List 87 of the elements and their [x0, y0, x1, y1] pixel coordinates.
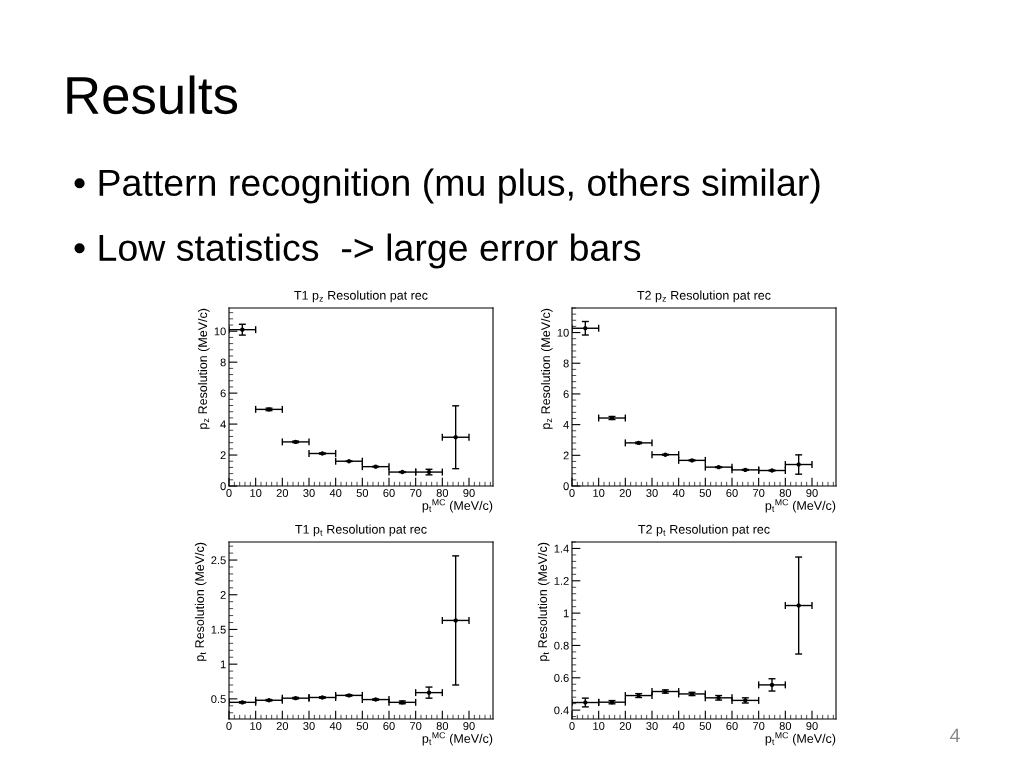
y-tick-label: 6	[220, 389, 226, 398]
point	[796, 603, 801, 608]
x-tick-label: 60	[383, 489, 395, 497]
y-tick-label: 2	[220, 591, 226, 599]
x-tick-label: 20	[276, 489, 289, 497]
x-tick-label: 30	[303, 722, 315, 730]
y-tick-label: 8	[563, 359, 569, 368]
x-tick-label: 30	[646, 722, 658, 730]
y-tick-label: 0.8	[554, 641, 569, 650]
chart-title: T2 p$_{z}$ Resolution pat rec	[637, 290, 771, 303]
x-tick-label: 80	[436, 722, 449, 730]
x-tick-label: 60	[726, 722, 738, 730]
x-axis-title: p$_{t}$$^{MC}$ (MeV/c)	[765, 732, 836, 746]
y-tick-label: 0.4	[554, 706, 569, 715]
x-tick-label: 40	[329, 722, 342, 730]
y-tick-label: 0.5	[211, 695, 226, 704]
x-tick-label: 20	[619, 489, 632, 497]
x-tick-label: 70	[410, 489, 422, 497]
x-tick-label: 70	[753, 489, 765, 497]
chart-title: T1 p$_{z}$ Resolution pat rec	[294, 290, 428, 303]
y-tick-label: 10	[214, 327, 226, 336]
y-tick-label: 1.2	[554, 577, 569, 585]
x-tick-label: 40	[672, 489, 685, 497]
y-tick-label: 0	[563, 482, 569, 491]
text: Results	[67, 75, 238, 115]
y-tick-label: 4	[563, 421, 569, 429]
x-tick-label: 50	[699, 489, 712, 497]
point	[769, 682, 775, 688]
x-axis-title: p$_{t}$$^{MC}$ (MeV/c)	[422, 499, 493, 513]
x-tick-label: 10	[250, 722, 262, 730]
x-tick-label: 90	[806, 722, 818, 730]
x-tick-label: 80	[779, 722, 792, 730]
y-tick-label: 6	[563, 390, 569, 399]
chart-title: T1 p$_{t}$ Resolution pat rec	[295, 524, 427, 537]
y-tick-label: 2	[220, 451, 226, 460]
y-axis-title: p$_{z}$ Resolution (MeV/c)	[197, 308, 210, 429]
x-tick-label: 0	[226, 489, 232, 497]
y-tick-label: 1	[563, 609, 569, 618]
x-tick-label: 0	[569, 722, 575, 730]
x-tick-label: 50	[356, 722, 369, 730]
chart-title: T2 p$_{t}$ Resolution pat rec	[638, 524, 770, 537]
x-tick-label: 10	[593, 489, 605, 497]
y-tick-label: 2	[563, 451, 569, 460]
x-tick-label: 80	[436, 489, 449, 497]
text: 4	[950, 728, 960, 743]
x-tick-label: 20	[619, 722, 632, 730]
x-tick-label: 0	[569, 489, 575, 497]
x-tick-label: 90	[463, 489, 475, 497]
point	[240, 327, 245, 332]
x-tick-label: 80	[779, 489, 792, 497]
x-tick-label: 0	[226, 722, 232, 730]
x-axis-title: p$_{t}$$^{MC}$ (MeV/c)	[422, 732, 493, 746]
y-tick-label: 10	[557, 328, 569, 337]
point	[796, 462, 801, 467]
point	[453, 618, 458, 623]
x-tick-label: 70	[410, 722, 422, 730]
text: • Low statistics -> large error bars	[74, 233, 641, 269]
x-tick-label: 60	[726, 489, 738, 497]
y-tick-label: 0	[220, 482, 226, 491]
y-axis-title: p$_{t}$ Resolution (MeV/c)	[194, 542, 207, 661]
x-axis-title: p$_{t}$$^{MC}$ (MeV/c)	[765, 499, 836, 513]
x-tick-label: 60	[383, 722, 395, 730]
x-tick-label: 20	[276, 722, 289, 730]
x-tick-label: 90	[463, 722, 475, 730]
x-tick-label: 70	[753, 722, 765, 730]
x-tick-label: 50	[356, 489, 369, 497]
x-tick-label: 40	[329, 489, 342, 497]
y-tick-label: 1.4	[554, 544, 569, 553]
x-tick-label: 10	[250, 489, 262, 497]
y-tick-label: 4	[220, 420, 226, 429]
y-tick-label: 1.5	[211, 625, 226, 634]
x-tick-label: 10	[593, 722, 605, 730]
y-axis-title: p$_{z}$ Resolution (MeV/c)	[540, 308, 553, 429]
point	[453, 435, 458, 440]
y-tick-label: 8	[220, 358, 226, 367]
y-tick-label: 2.5	[211, 556, 226, 565]
x-tick-label: 30	[303, 489, 315, 497]
x-tick-label: 50	[699, 722, 712, 730]
point	[583, 326, 588, 331]
point	[426, 690, 432, 695]
x-tick-label: 90	[806, 489, 818, 497]
x-tick-label: 30	[646, 489, 658, 497]
text: • Pattern recognition (mu plus, others similar)	[74, 168, 820, 204]
y-tick-label: 0.6	[554, 674, 569, 682]
y-axis-title: p$_{t}$ Resolution (MeV/c)	[537, 542, 550, 661]
x-tick-label: 40	[672, 722, 685, 730]
y-tick-label: 1	[220, 660, 226, 669]
